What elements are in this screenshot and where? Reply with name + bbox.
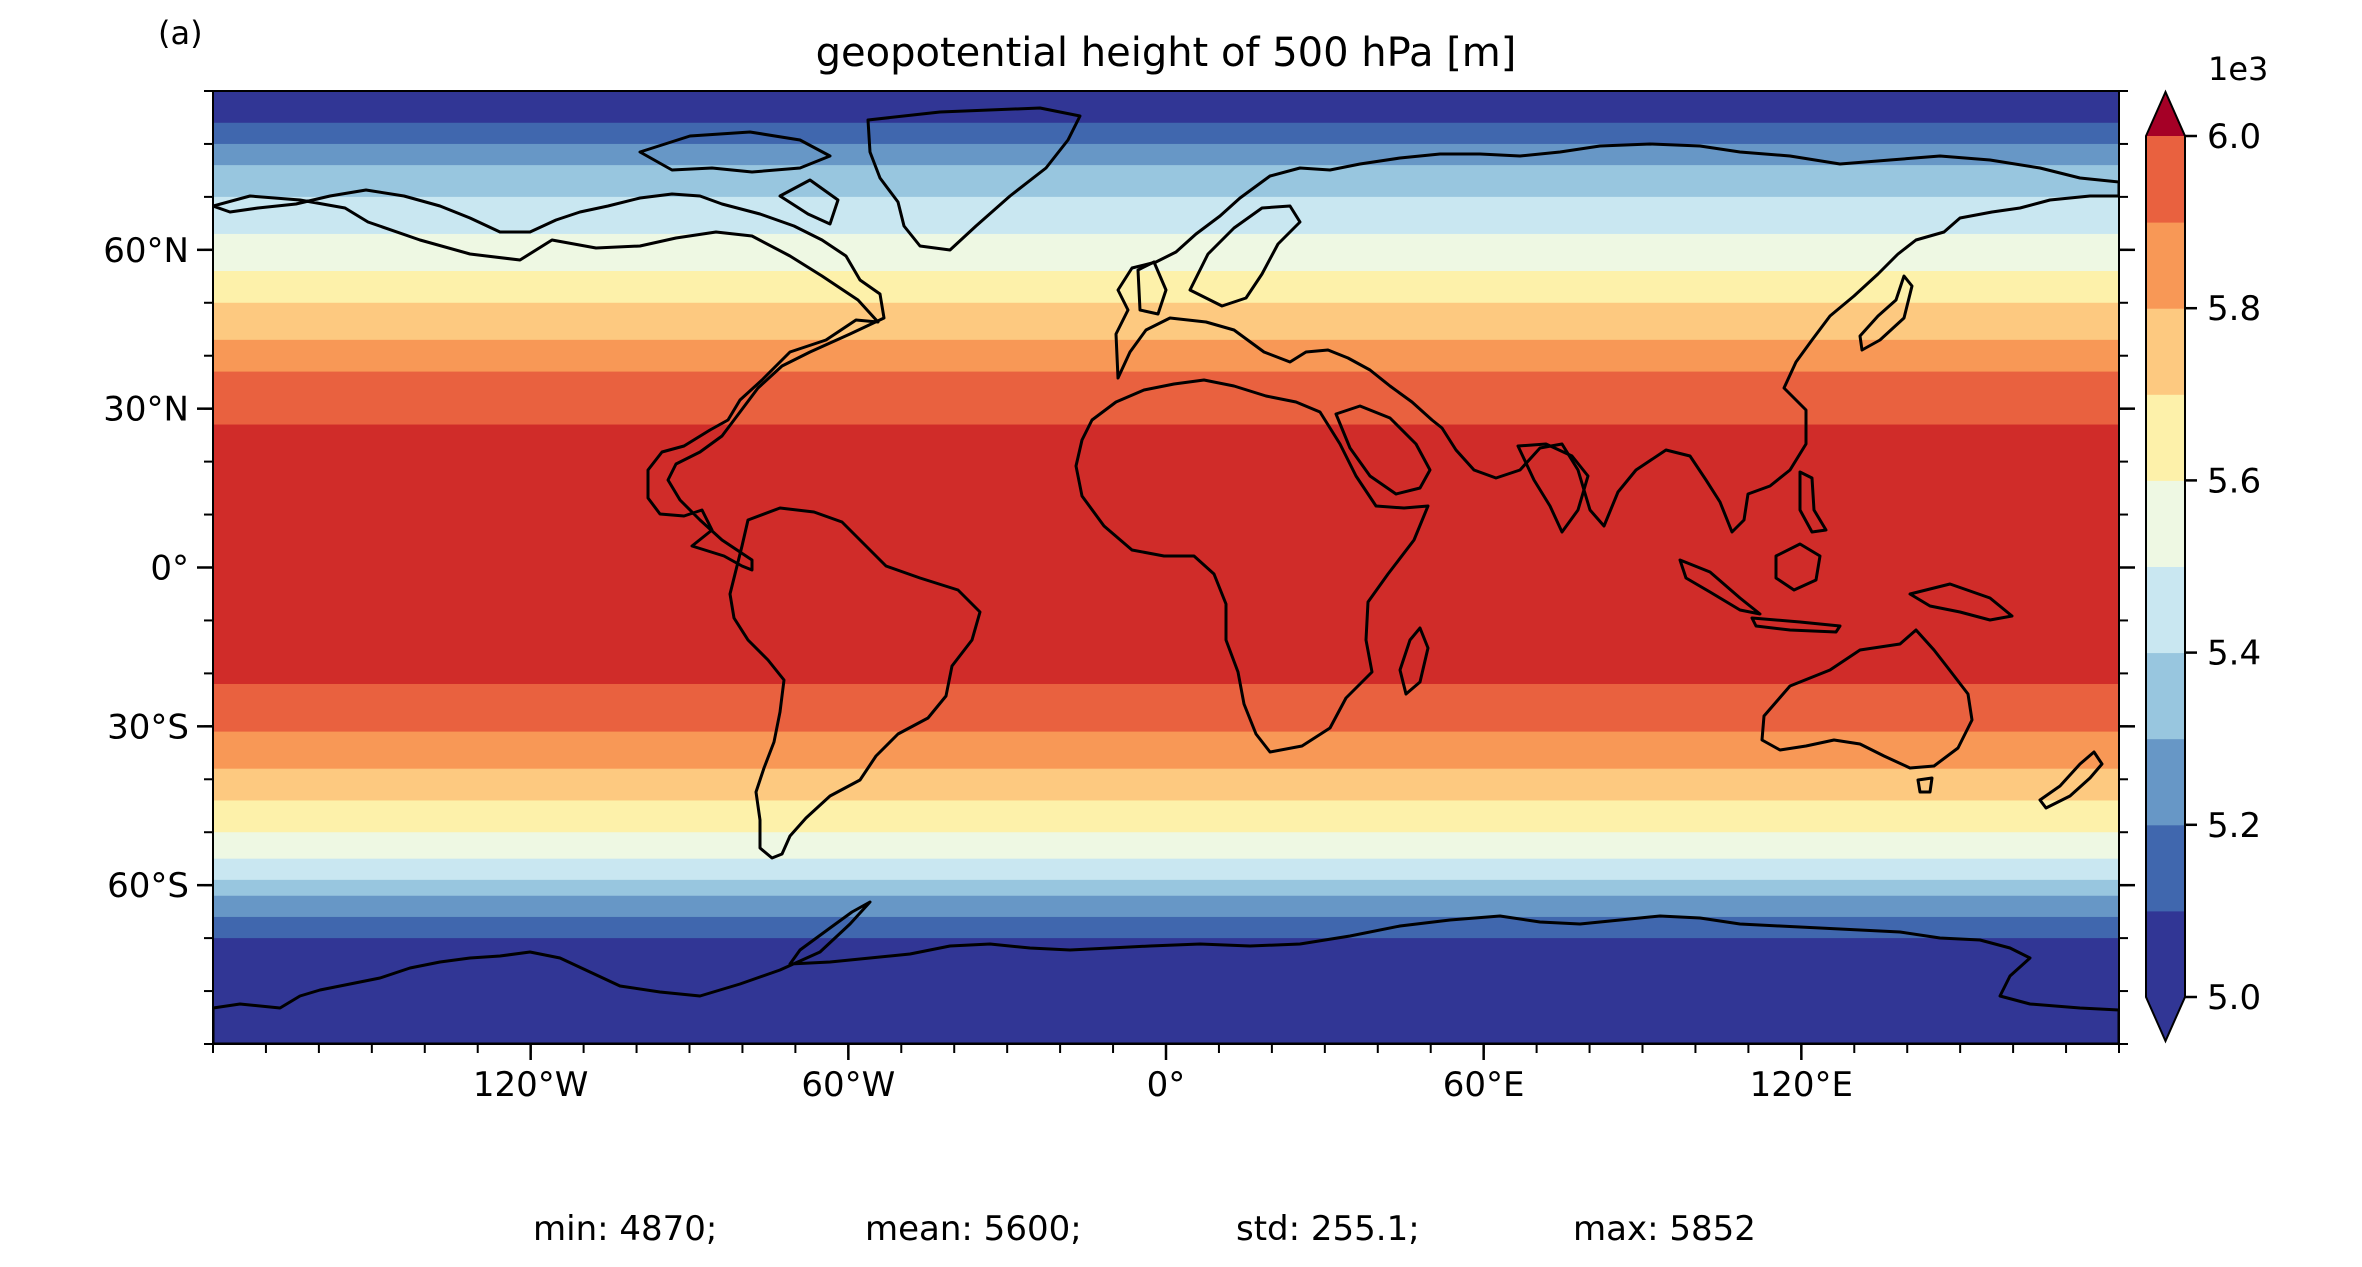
colorbar-segment (2146, 652, 2185, 740)
coastline-new-guinea (1908, 582, 2014, 622)
colorbar-extend-under (2146, 997, 2185, 1041)
stat-min: min: 4870; (533, 1209, 717, 1249)
colorbar-segment (2146, 222, 2185, 309)
stat-max: max: 5852 (1573, 1209, 1756, 1249)
coastline-scandinavia (1188, 204, 1302, 308)
colorbar-segment (2146, 910, 2185, 998)
colorbar-multiplier: 1e3 (2208, 50, 2268, 88)
coastline-antarctica (213, 900, 2119, 1044)
coastline-arctic-islands (638, 130, 832, 174)
colorbar-tick-label: 5.2 (2207, 806, 2261, 846)
map-area: 120°W 60°W 0° 60°E 120°E 60°N 30°N 0° 30°S 60°S (103, 90, 2135, 1105)
x-tick-label: 60°W (801, 1065, 895, 1105)
map-title: geopotential height of 500 hPa [m] (816, 30, 1517, 76)
field-band-18 (213, 895, 2119, 918)
field-band-4 (213, 196, 2119, 235)
y-tick-label: 0° (150, 549, 189, 589)
field-band-1 (213, 122, 2119, 145)
coastline-uk (1136, 260, 1168, 316)
field-band-14 (213, 800, 2119, 834)
colorbar-segment (2146, 394, 2185, 481)
coastline-baffin (778, 178, 840, 226)
coastline-australia (1760, 628, 1974, 770)
field-band-12 (213, 731, 2119, 770)
colorbar-tick-label: 5.8 (2207, 289, 2261, 329)
geopotential-field (213, 91, 2119, 1044)
colorbar-segment (2146, 136, 2185, 223)
coastlines (213, 106, 2119, 1044)
field-band-0 (213, 91, 2119, 124)
x-tick-label: 60°E (1443, 1065, 1525, 1105)
colorbar-tick-label: 6.0 (2207, 117, 2261, 157)
field-band-8 (213, 339, 2119, 373)
colorbar-tick-label: 5.4 (2207, 634, 2261, 674)
colorbar-tick-label: 5.6 (2207, 461, 2261, 501)
field-band-9 (213, 371, 2119, 426)
y-tick-label: 30°N (103, 390, 189, 430)
coastline-madagascar (1398, 626, 1430, 696)
x-tick-label: 120°E (1750, 1065, 1853, 1105)
x-tick-label: 0° (1147, 1065, 1186, 1105)
coastline-south-america (728, 506, 982, 860)
colorbar-segment (2146, 480, 2185, 567)
statistics-line: min: 4870; mean: 5600; std: 255.1; max: … (533, 1209, 1756, 1249)
colorbar-segments (2145, 89, 2186, 1044)
coastline-africa (1074, 378, 1430, 754)
colorbar-segment (2146, 566, 2185, 654)
coastline-eurasia (1114, 142, 2119, 534)
coastline-philippines (1798, 470, 1828, 534)
field-band-16 (213, 858, 2119, 881)
colorbar-ticks: 5.0 5.2 5.4 5.6 5.8 6.0 (2185, 117, 2261, 1018)
coastline-japan (1858, 274, 1914, 352)
colorbar-segment (2146, 824, 2185, 912)
field-band-11 (213, 683, 2119, 733)
y-tick-label: 60°S (107, 866, 189, 906)
coastline-borneo (1774, 542, 1822, 592)
field-band-5 (213, 233, 2119, 273)
coastline-arabia (1334, 404, 1432, 496)
stat-std: std: 255.1; (1236, 1209, 1420, 1249)
field-band-13 (213, 768, 2119, 802)
coastline-tasmania (1916, 776, 1934, 794)
stat-mean: mean: 5600; (865, 1209, 1082, 1249)
field-band-3 (213, 165, 2119, 198)
field-band-7 (213, 302, 2119, 341)
coastline-india (1516, 442, 1590, 534)
coastline-indonesia (1678, 558, 1762, 616)
colorbar-extend-over (2146, 92, 2185, 136)
field-band-19 (213, 916, 2119, 940)
coastline-greenland (866, 106, 1082, 252)
coastline-north-america (213, 188, 886, 572)
y-tick-label: 30°S (107, 707, 189, 747)
coastline-java (1750, 616, 1842, 634)
colorbar: 1e3 5.0 5.2 5.4 5.6 5.8 6.0 (2145, 50, 2268, 1044)
colorbar-tick-label: 5.0 (2207, 978, 2261, 1018)
coastline-new-zealand (2038, 750, 2104, 810)
field-band-20 (213, 938, 2119, 1044)
x-tick-label: 120°W (473, 1065, 589, 1105)
map-ticks: 120°W 60°W 0° 60°E 120°E 60°N 30°N 0° 30°S 60°S (103, 90, 2135, 1105)
field-band-2 (213, 143, 2119, 167)
field-band-17 (213, 879, 2119, 897)
colorbar-segment (2146, 308, 2185, 395)
y-tick-label: 60°N (103, 231, 189, 271)
field-band-15 (213, 832, 2119, 860)
panel-label: (a) (158, 14, 203, 52)
colorbar-segment (2146, 738, 2185, 826)
